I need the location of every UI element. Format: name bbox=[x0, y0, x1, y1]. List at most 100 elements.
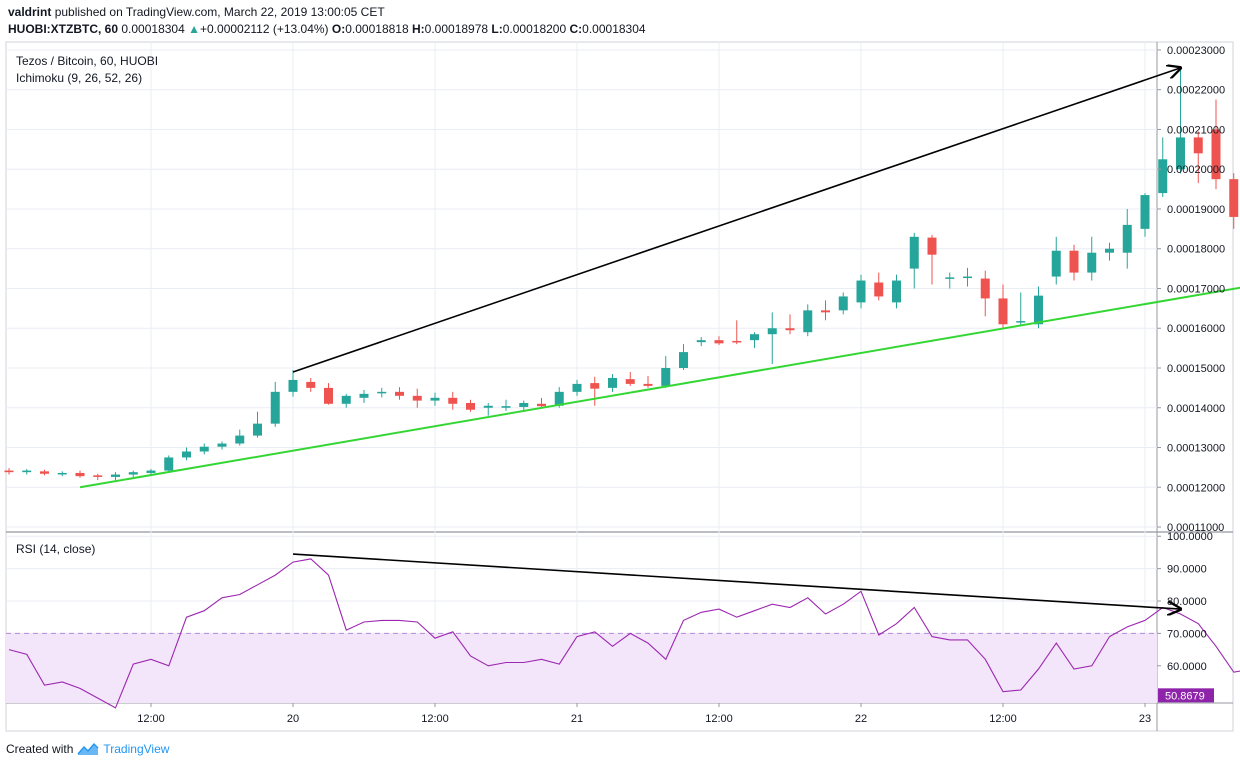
candle bbox=[732, 320, 742, 345]
candle bbox=[466, 399, 475, 412]
candle bbox=[785, 314, 795, 335]
candle-body bbox=[1193, 137, 1203, 154]
tradingview-brand[interactable]: TradingView bbox=[103, 742, 170, 756]
candle bbox=[430, 392, 440, 406]
candle-body bbox=[75, 472, 85, 477]
candle-body bbox=[661, 368, 671, 386]
candle-body bbox=[359, 393, 369, 398]
candle-body bbox=[483, 405, 493, 408]
candle-body bbox=[306, 381, 316, 388]
candle bbox=[874, 272, 884, 301]
candle-body bbox=[714, 340, 724, 344]
candle bbox=[341, 393, 351, 408]
candle-body bbox=[1122, 224, 1132, 253]
rsi-pane-title[interactable]: RSI (14, close) bbox=[16, 542, 96, 556]
candle bbox=[519, 400, 529, 411]
candle-body bbox=[466, 402, 475, 410]
footer: Created with TradingView bbox=[6, 742, 169, 756]
candle bbox=[608, 373, 617, 392]
candle bbox=[1051, 236, 1061, 285]
author-name[interactable]: valdrint bbox=[8, 5, 52, 19]
candle-body bbox=[963, 276, 972, 279]
candle-body bbox=[4, 470, 14, 473]
candle-body bbox=[448, 397, 458, 404]
time-tick-label: 12:00 bbox=[137, 713, 165, 725]
candle bbox=[395, 387, 404, 400]
candle bbox=[235, 429, 245, 446]
candle bbox=[288, 369, 298, 397]
publish-text: published on TradingView.com, March 22, … bbox=[54, 5, 385, 19]
created-with-label: Created with bbox=[6, 742, 74, 756]
candle-body bbox=[1211, 129, 1221, 180]
candle bbox=[306, 377, 316, 392]
candle-body bbox=[57, 472, 67, 475]
price-tick-label: 0.00019000 bbox=[1167, 204, 1225, 216]
candle-body bbox=[288, 379, 298, 392]
time-tick-label: 12:00 bbox=[421, 713, 449, 725]
candle-body bbox=[838, 296, 848, 311]
time-tick-label: 20 bbox=[287, 713, 299, 725]
candle bbox=[75, 470, 85, 478]
candle-body bbox=[732, 340, 742, 343]
candle bbox=[1105, 242, 1114, 261]
rsi-tick-label: 60.0000 bbox=[1167, 661, 1207, 673]
chart-border bbox=[5, 41, 1234, 732]
candle-body bbox=[554, 391, 564, 406]
candle-body bbox=[785, 328, 795, 331]
open-value: 0.00018818 bbox=[345, 22, 409, 36]
candle-body bbox=[22, 470, 32, 473]
candle bbox=[980, 270, 990, 317]
candle bbox=[909, 232, 919, 289]
high-label: H: bbox=[412, 22, 425, 36]
candle-body bbox=[164, 457, 174, 471]
candle bbox=[1087, 236, 1097, 281]
price-tick-label: 0.00011000 bbox=[1167, 522, 1224, 534]
candle bbox=[998, 284, 1008, 329]
tradingview-logo-icon bbox=[77, 742, 99, 755]
candle-body bbox=[341, 395, 351, 404]
candle-body bbox=[1051, 250, 1061, 277]
candle-body bbox=[821, 310, 830, 313]
candle-body bbox=[1069, 250, 1079, 273]
candle-body bbox=[93, 475, 103, 477]
candle bbox=[838, 292, 848, 315]
candle bbox=[643, 375, 653, 388]
candle-body bbox=[696, 340, 706, 343]
open-label: O: bbox=[331, 22, 346, 36]
candle bbox=[324, 383, 333, 405]
low-label: L: bbox=[491, 22, 503, 36]
candle bbox=[945, 272, 955, 289]
time-tick-label: 21 bbox=[571, 713, 583, 725]
price-tick-label: 0.00012000 bbox=[1167, 482, 1225, 494]
indicator-legend[interactable]: Ichimoku (9, 26, 52, 26) bbox=[16, 71, 143, 85]
candle-body bbox=[643, 383, 653, 386]
candle-body bbox=[235, 435, 245, 444]
candle-series bbox=[4, 67, 1239, 481]
candle-body bbox=[927, 237, 937, 255]
candle bbox=[1034, 286, 1043, 329]
candle bbox=[1122, 208, 1132, 269]
chart-frame bbox=[5, 41, 1234, 732]
candle-body bbox=[803, 310, 813, 333]
triangle-up-icon: ▲ bbox=[188, 22, 200, 36]
candle bbox=[93, 473, 103, 481]
price-tick-label: 0.00016000 bbox=[1167, 323, 1225, 335]
candle bbox=[714, 336, 724, 345]
candle bbox=[679, 344, 688, 370]
candle bbox=[40, 469, 49, 476]
candle-body bbox=[324, 387, 333, 404]
candle-body bbox=[519, 402, 529, 407]
candle-body bbox=[111, 474, 120, 477]
close-value: 0.00018304 bbox=[582, 22, 646, 36]
candle-body bbox=[572, 383, 582, 392]
candle bbox=[1229, 173, 1239, 229]
candle bbox=[1158, 137, 1168, 198]
last-price: 0.00018304 bbox=[121, 22, 185, 36]
candle-body bbox=[767, 328, 777, 335]
price-tick-label: 0.00018000 bbox=[1167, 244, 1225, 256]
candle-body bbox=[1016, 321, 1026, 323]
candle bbox=[111, 472, 120, 481]
candle-body bbox=[1105, 248, 1114, 253]
candle-body bbox=[625, 379, 635, 384]
